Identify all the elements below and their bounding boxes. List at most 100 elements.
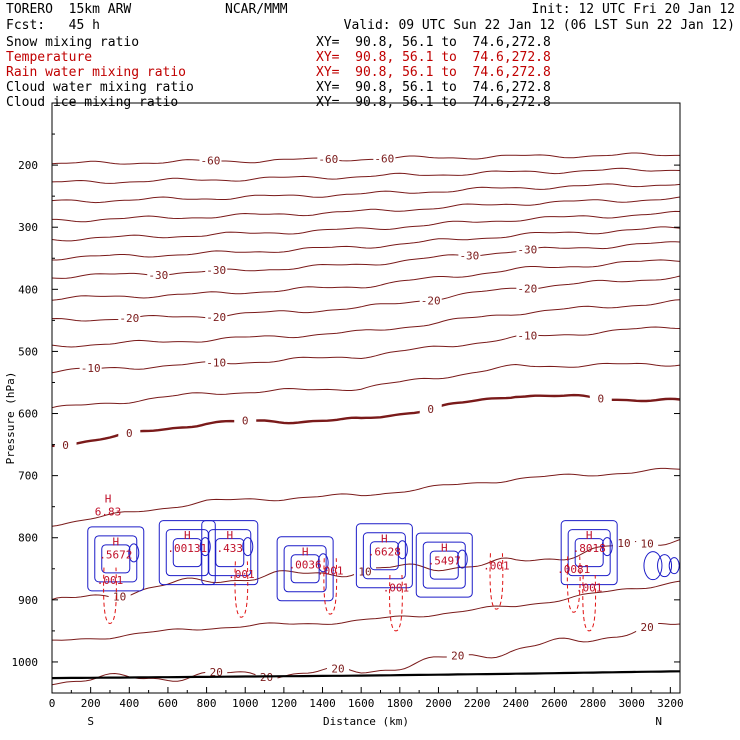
high-value-label: .433 — [217, 542, 244, 555]
x-tick-label: 2800 — [580, 697, 607, 710]
contour-value-label: .001 — [576, 581, 603, 594]
isotherm-label: 20 — [641, 621, 654, 634]
x-tick-label: 400 — [119, 697, 139, 710]
high-marker: H — [381, 532, 388, 545]
y-tick-label: 500 — [18, 345, 38, 358]
cloud-contour — [199, 537, 211, 557]
cloud-contour — [643, 551, 663, 581]
isotherm-line — [52, 580, 681, 641]
rain-contour — [234, 561, 249, 618]
isotherm-line — [51, 210, 681, 242]
rain-contour — [566, 556, 581, 613]
isotherm-line — [51, 299, 681, 348]
x-tick-label: 600 — [158, 697, 178, 710]
field-xy-temperature: XY= 90.8, 56.1 to 74.6,272.8 — [316, 50, 551, 65]
y-tick-label: 700 — [18, 470, 38, 483]
label-knockout — [419, 402, 442, 415]
isotherm-line — [51, 183, 681, 204]
x-tick-label: 1800 — [387, 697, 414, 710]
cloud-contour — [317, 553, 329, 573]
isotherm-label: -30 — [206, 264, 226, 277]
high-marker: H — [105, 493, 112, 506]
field-xy-snow: XY= 90.8, 56.1 to 74.6,272.8 — [316, 35, 551, 50]
high-value-label: 6.83 — [95, 506, 122, 519]
x-tick-label: 1600 — [348, 697, 375, 710]
high-value-label: .6628 — [368, 545, 401, 558]
cloud-contour — [657, 554, 673, 578]
isotherm-line — [51, 259, 681, 301]
field-xy-cloud-water: XY= 90.8, 56.1 to 74.6,272.8 — [316, 80, 551, 95]
plot-frame — [51, 102, 681, 694]
cloud-contour — [276, 536, 334, 602]
cloud-contour — [208, 529, 252, 577]
init-time: Init: 12 UTC Fri 20 Jan 12 — [531, 2, 736, 17]
cloud-contour — [415, 532, 473, 598]
cloud-contour — [94, 535, 138, 583]
high-marker: H — [184, 529, 191, 542]
cloud-contour — [355, 523, 413, 589]
y-tick-label: 600 — [18, 408, 38, 421]
label-knockout — [516, 243, 539, 256]
contour-value-label: .001 — [317, 565, 344, 578]
label-knockout — [205, 263, 228, 276]
isotherm-label: 0 — [62, 439, 69, 452]
x-tick-label: 3000 — [618, 697, 645, 710]
label-knockout — [147, 268, 170, 281]
high-marker: H — [302, 545, 309, 558]
y-tick-label: 300 — [18, 221, 38, 234]
high-marker: H — [586, 529, 593, 542]
label-knockout — [79, 361, 102, 374]
high-marker: H — [226, 529, 233, 542]
ground-line — [51, 670, 681, 680]
cloud-contour — [560, 520, 618, 586]
x-tick-label: 2000 — [425, 697, 452, 710]
model-title: TORERO 15km ARW — [6, 2, 132, 17]
cloud-contour — [242, 537, 254, 557]
cloud-contour-layer — [87, 520, 680, 602]
cloud-contour — [422, 541, 466, 589]
cloud-contour — [201, 520, 259, 586]
isotherm-label: -10 — [81, 362, 101, 375]
label-knockout — [317, 153, 340, 166]
axes-layer: 0 200 400 600 800 1000 1200 1400 1600 1800 2000 220… — [4, 133, 684, 728]
high-marker: H — [441, 542, 448, 555]
high-value-label: .00131 — [167, 542, 207, 555]
isotherm-line — [51, 623, 681, 686]
label-knockout — [205, 310, 228, 323]
isotherm-line — [51, 362, 681, 409]
label-knockout — [589, 392, 612, 405]
x-tick-label: 3200 — [657, 697, 684, 710]
isotherm-label: 0 — [126, 427, 133, 440]
label-knockout — [516, 282, 539, 295]
isotherm-label: 20 — [210, 666, 223, 679]
isotherm-label: 10 — [113, 591, 126, 604]
cloud-contour — [601, 537, 613, 557]
isotherm-label: -20 — [517, 283, 537, 296]
label-knockout — [118, 311, 141, 324]
label-knockout — [636, 537, 659, 550]
label-knockout — [108, 590, 131, 603]
rain-contour — [389, 574, 403, 632]
isotherm-line — [51, 326, 681, 374]
ground-layer — [51, 670, 681, 680]
field-name-temperature: Temperature — [6, 50, 93, 65]
isotherm-label: 10 — [617, 537, 630, 550]
isotherm-line — [51, 393, 681, 448]
isotherm-line — [51, 167, 681, 184]
x-tick-label: 2400 — [503, 697, 530, 710]
isotherm-label: 0 — [427, 403, 434, 416]
isotherm-label: -20 — [119, 312, 139, 325]
org-label: NCAR/MMM — [225, 2, 288, 17]
label-knockout — [458, 249, 481, 262]
south-label: S — [87, 715, 94, 728]
x-tick-label: 2200 — [464, 697, 491, 710]
field-name-snow: Snow mixing ratio — [6, 35, 140, 50]
isotherm-label: -60 — [374, 153, 394, 166]
isotherm-label: -10 — [517, 329, 537, 342]
rain-contour-layer — [103, 553, 597, 632]
isotherm-label: -10 — [206, 357, 226, 370]
x-tick-label: 800 — [197, 697, 217, 710]
label-knockout — [199, 154, 222, 167]
